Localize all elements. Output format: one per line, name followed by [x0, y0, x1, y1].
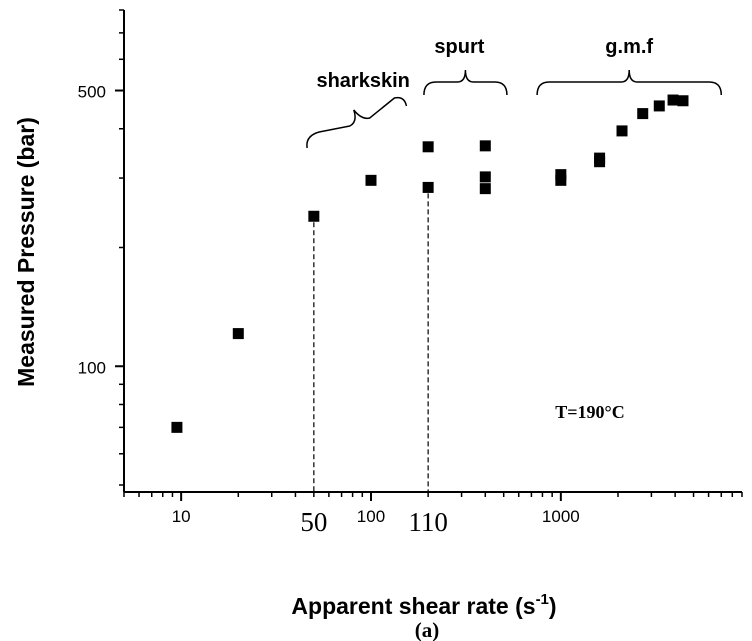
x-tick-label: 10: [172, 507, 191, 526]
x-ticks: 10 100 1000: [123, 492, 743, 526]
data-point: [594, 152, 606, 164]
annotation-label: sharkskin: [316, 70, 409, 92]
annotation-brace: [306, 96, 408, 149]
data-point: [479, 140, 491, 152]
data-point: [479, 171, 491, 183]
data-point: [422, 181, 434, 193]
y-ticks: 100 500: [78, 9, 124, 486]
data-point: [653, 100, 665, 112]
panel-label: (a): [415, 618, 440, 641]
annotation-label: g.m.f: [605, 36, 653, 58]
data-points: [171, 94, 689, 433]
y-tick-label: 500: [78, 83, 106, 102]
reference-lines: 50 110: [300, 193, 448, 537]
annotation-brace: [423, 69, 508, 96]
data-point: [667, 94, 679, 106]
condition-label: T=190°C: [555, 402, 624, 422]
data-point: [555, 169, 567, 181]
data-point: [479, 183, 491, 195]
data-point: [232, 328, 244, 340]
y-axis-label: Measured Pressure (bar): [13, 117, 39, 387]
data-point: [422, 141, 434, 153]
reference-line-label: 110: [408, 507, 448, 537]
data-point: [365, 174, 377, 186]
x-tick-label: 100: [357, 507, 385, 526]
y-tick-label: 100: [78, 358, 106, 377]
x-tick-label: 1000: [542, 507, 580, 526]
data-point: [171, 421, 183, 433]
data-point: [637, 108, 649, 120]
annotation-brace: [536, 69, 723, 96]
data-point: [677, 95, 689, 107]
x-axis-label: Apparent shear rate (s-1): [291, 591, 556, 619]
data-point: [308, 210, 320, 222]
reference-line-label: 50: [300, 507, 327, 537]
annotation-label: spurt: [434, 36, 484, 58]
data-point: [616, 125, 628, 137]
data-point: [555, 174, 567, 186]
annotations: sharkskin spurt g.m.f: [306, 36, 723, 149]
